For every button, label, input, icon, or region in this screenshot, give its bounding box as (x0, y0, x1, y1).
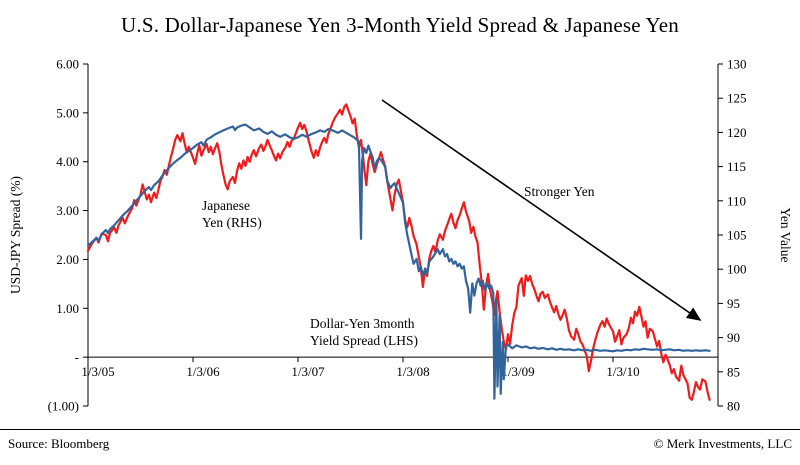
x-axis-tick-label: 1/3/06 (186, 364, 220, 379)
footer-divider (0, 429, 800, 430)
x-axis-tick-label: 1/3/07 (291, 364, 325, 379)
right-axis-tick-label: 95 (727, 296, 740, 311)
annotation-japanese-yen: Japanese (202, 198, 250, 213)
right-axis-tick-label: 85 (727, 364, 740, 379)
right-axis-tick-label: 90 (727, 330, 740, 345)
annotation-japanese-yen: Yen (RHS) (202, 215, 262, 230)
right-axis-tick-label: 115 (727, 159, 746, 174)
left-axis-tick-label: 3.00 (56, 203, 79, 218)
x-axis-tick-label: 1/3/05 (81, 364, 114, 379)
x-axis-tick-label: 1/3/10 (606, 364, 639, 379)
x-axis-tick-label: 1/3/08 (396, 364, 429, 379)
chart-svg: 6.00 5.00 4.00 3.00 2.00 1.00 - (1.00) 130 125 120… (8, 57, 793, 414)
right-axis-tick-label: 130 (727, 57, 747, 72)
copyright-label: © Merk Investments, LLC (653, 436, 792, 451)
left-axis-title: USD-JPY Spread (%) (8, 176, 23, 294)
annotation-yield-spread: Yield Spread (LHS) (310, 333, 418, 348)
left-axis-tick-label: 2.00 (56, 252, 79, 267)
left-axis-tick-label: 4.00 (56, 154, 79, 169)
left-axis-tick-label: 5.00 (56, 105, 79, 120)
right-axis-tick-label: 120 (727, 125, 747, 140)
annotation-yield-spread: Dollar-Yen 3month (310, 316, 415, 331)
right-axis-tick-label: 110 (727, 193, 746, 208)
source-label: Source: Bloomberg (8, 436, 110, 451)
annotation-stronger-yen: Stronger Yen (524, 184, 595, 199)
chart-title: U.S. Dollar-Japanese Yen 3-Month Yield S… (121, 13, 679, 37)
yield-spread-series-line (86, 123, 711, 400)
right-axis-tick-label: 80 (727, 399, 740, 414)
right-axis-tick-label: 125 (727, 91, 747, 106)
japanese-yen-series-line (86, 103, 711, 401)
left-axis-tick-label: 1.00 (56, 301, 79, 316)
right-axis-tick-label: 105 (727, 228, 747, 243)
x-axis-tick-label: 1/3/09 (501, 364, 534, 379)
right-axis-title: Yen Value (778, 207, 793, 262)
left-axis-tick-label: (1.00) (48, 399, 79, 414)
left-axis-tick-label: - (75, 350, 79, 365)
left-axis-tick-label: 6.00 (56, 57, 79, 72)
right-axis-tick-label: 100 (727, 262, 747, 277)
stronger-yen-arrow (381, 99, 702, 321)
